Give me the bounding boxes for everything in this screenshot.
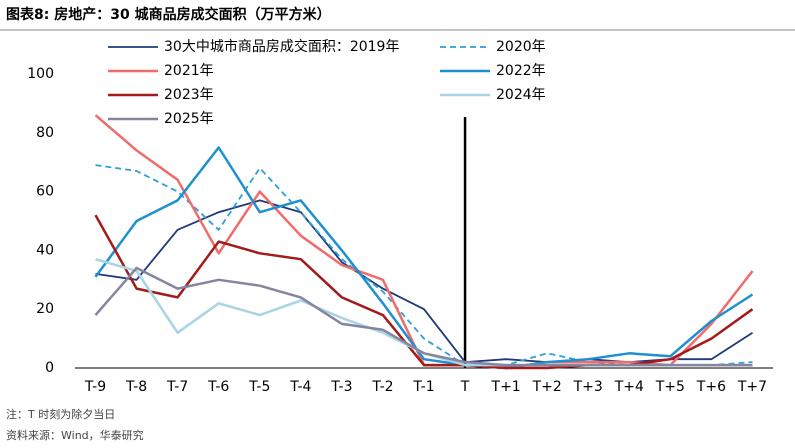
series-line xyxy=(94,266,753,367)
series-line xyxy=(94,146,754,370)
legend-label: 2021年 xyxy=(164,63,214,79)
x-tick-label: T-5 xyxy=(248,379,270,395)
x-tick-label: T-2 xyxy=(371,379,393,395)
x-tick-label: T+2 xyxy=(532,379,562,395)
note: 注：T 时刻为除夕当日 xyxy=(6,407,115,421)
y-tick-label: 20 xyxy=(36,301,54,317)
x-tick-label: T-4 xyxy=(289,379,311,395)
x-tick-label: T-7 xyxy=(166,379,188,395)
x-tick-label: T+7 xyxy=(737,379,767,395)
x-tick-label: T+6 xyxy=(696,379,726,395)
x-tick-label: T-1 xyxy=(412,379,434,395)
y-tick-label: 100 xyxy=(27,66,54,82)
y-tick-label: 0 xyxy=(45,360,54,376)
x-tick-label: T xyxy=(460,379,470,395)
series-line xyxy=(94,114,754,370)
legend-label: 2023年 xyxy=(164,87,214,103)
chart-title: 图表8: 房地产：30 城商品房成交面积（万平方米） xyxy=(6,6,331,23)
x-tick-label: T+3 xyxy=(573,379,603,395)
x-tick-label: T+4 xyxy=(614,379,644,395)
x-tick-label: T-9 xyxy=(84,379,106,395)
legend-label: 30大中城市商品房成交面积：2019年 xyxy=(164,38,399,55)
x-tick-label: T+5 xyxy=(655,379,685,395)
legend-label: 2020年 xyxy=(496,39,546,55)
series-line xyxy=(95,164,753,366)
series-line xyxy=(94,214,754,370)
y-tick-label: 60 xyxy=(36,184,54,200)
source: 资料来源：Wind，华泰研究 xyxy=(6,428,144,442)
x-tick-label: T+1 xyxy=(491,379,521,395)
y-tick-label: 80 xyxy=(36,125,54,141)
x-tick-label: T-3 xyxy=(330,379,352,395)
x-tick-label: T-6 xyxy=(207,379,229,395)
legend-label: 2025年 xyxy=(164,111,214,127)
x-tick-label: T-8 xyxy=(125,379,147,395)
legend-label: 2022年 xyxy=(496,63,546,79)
legend-label: 2024年 xyxy=(496,87,546,103)
y-tick-label: 40 xyxy=(36,242,54,258)
